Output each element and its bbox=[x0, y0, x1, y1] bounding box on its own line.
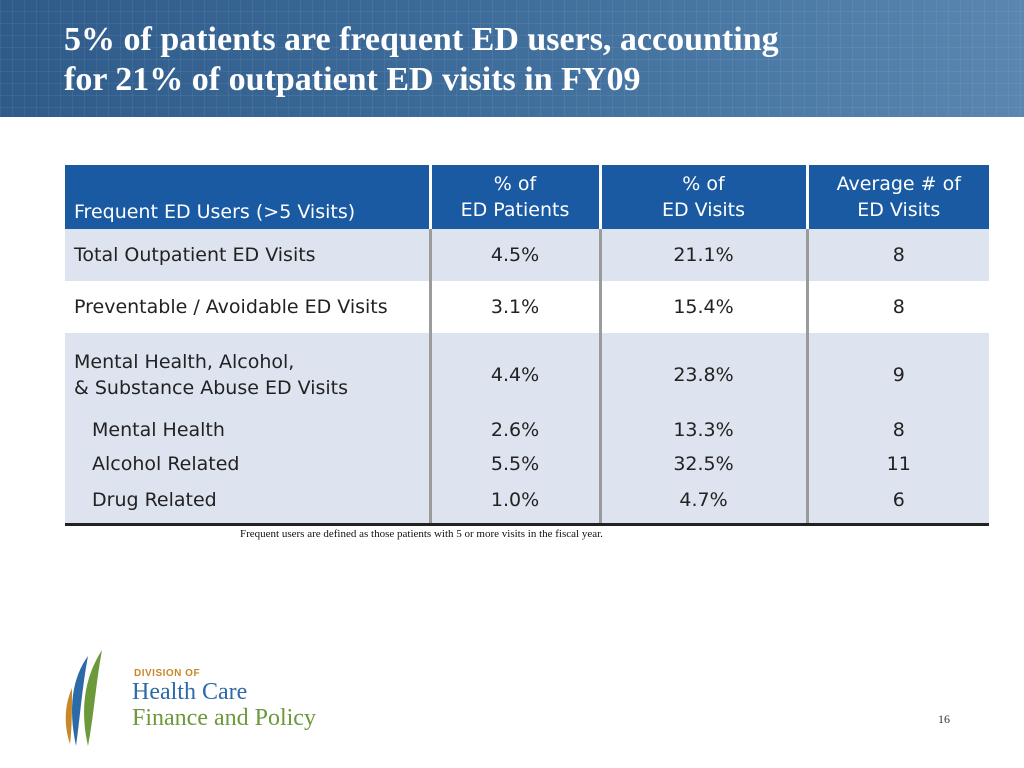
cell-pct-patients: 4.5% bbox=[428, 229, 600, 281]
title-banner: 5% of patients are frequent ED users, ac… bbox=[0, 0, 1024, 117]
table-row: Mental Health 2.6% 13.3% 8 bbox=[65, 413, 989, 447]
logo-line-2: Finance and Policy bbox=[132, 705, 316, 731]
row-label-line-1: Mental Health, Alcohol, bbox=[74, 351, 295, 373]
column-header-pct-visits: % of ED Visits bbox=[598, 165, 807, 229]
table-row: Total Outpatient ED Visits 4.5% 21.1% 8 bbox=[65, 229, 989, 281]
column-header-line-2: ED Visits bbox=[661, 199, 746, 221]
cell-avg-visits: 9 bbox=[805, 333, 989, 413]
row-label: Preventable / Avoidable ED Visits bbox=[65, 281, 430, 333]
column-header-line-1: % of bbox=[493, 173, 537, 195]
row-label: Mental Health bbox=[65, 413, 430, 447]
column-header-line-1: % of bbox=[682, 173, 725, 195]
slide-title-line-2: for 21% of outpatient ED visits in FY09 bbox=[64, 61, 641, 98]
cell-pct-visits: 4.7% bbox=[598, 481, 807, 523]
cell-avg-visits: 6 bbox=[805, 481, 989, 523]
page-number: 16 bbox=[938, 712, 950, 726]
cell-avg-visits: 8 bbox=[805, 413, 989, 447]
cell-pct-visits: 32.5% bbox=[598, 447, 807, 481]
table-bottom-rule bbox=[65, 523, 989, 526]
logo-division-text: DIVISION OF bbox=[134, 668, 201, 679]
cell-pct-patients: 4.4% bbox=[428, 333, 600, 413]
table-row: Mental Health, Alcohol, & Substance Abus… bbox=[65, 333, 989, 413]
table-row: Preventable / Avoidable ED Visits 3.1% 1… bbox=[65, 281, 989, 333]
leaf-swoosh-icon bbox=[65, 650, 102, 746]
column-header-category-label: Frequent ED Users (>5 Visits) bbox=[74, 201, 356, 223]
column-header-category: Frequent ED Users (>5 Visits) bbox=[65, 165, 430, 229]
cell-pct-patients: 3.1% bbox=[428, 281, 600, 333]
cell-pct-visits: 15.4% bbox=[598, 281, 807, 333]
cell-pct-patients: 5.5% bbox=[428, 447, 600, 481]
cell-avg-visits: 11 bbox=[805, 447, 989, 481]
cell-pct-patients: 2.6% bbox=[428, 413, 600, 447]
row-label: Total Outpatient ED Visits bbox=[65, 229, 430, 281]
cell-avg-visits: 8 bbox=[805, 281, 989, 333]
table-row: Alcohol Related 5.5% 32.5% 11 bbox=[65, 447, 989, 481]
dhcfp-logo: DIVISION OF Health Care Finance and Poli… bbox=[62, 648, 352, 748]
footnote: Frequent users are defined as those pati… bbox=[240, 528, 603, 540]
column-header-pct-patients: % of ED Patients bbox=[428, 165, 600, 229]
slide-title-line-1: 5% of patients are frequent ED users, ac… bbox=[64, 21, 779, 58]
cell-pct-patients: 1.0% bbox=[428, 481, 600, 523]
row-label-line-2: & Substance Abuse ED Visits bbox=[74, 377, 349, 399]
cell-avg-visits: 8 bbox=[805, 229, 989, 281]
column-header-line-2: ED Patients bbox=[460, 199, 570, 221]
cell-pct-visits: 21.1% bbox=[598, 229, 807, 281]
row-label: Drug Related bbox=[65, 481, 430, 523]
column-header-line-2: ED Visits bbox=[857, 199, 941, 221]
table-row: Drug Related 1.0% 4.7% 6 bbox=[65, 481, 989, 523]
column-header-avg-visits: Average # of ED Visits bbox=[805, 165, 989, 229]
column-header-line-1: Average # of bbox=[836, 173, 961, 195]
cell-pct-visits: 23.8% bbox=[598, 333, 807, 413]
cell-pct-visits: 13.3% bbox=[598, 413, 807, 447]
row-label: Alcohol Related bbox=[65, 447, 430, 481]
frequent-ed-users-table: Frequent ED Users (>5 Visits) % of ED Pa… bbox=[65, 165, 989, 526]
logo-line-1: Health Care bbox=[132, 679, 248, 705]
slide-title: 5% of patients are frequent ED users, ac… bbox=[64, 20, 944, 100]
row-label: Mental Health, Alcohol, & Substance Abus… bbox=[65, 333, 430, 413]
table-header-row: Frequent ED Users (>5 Visits) % of ED Pa… bbox=[65, 165, 989, 229]
